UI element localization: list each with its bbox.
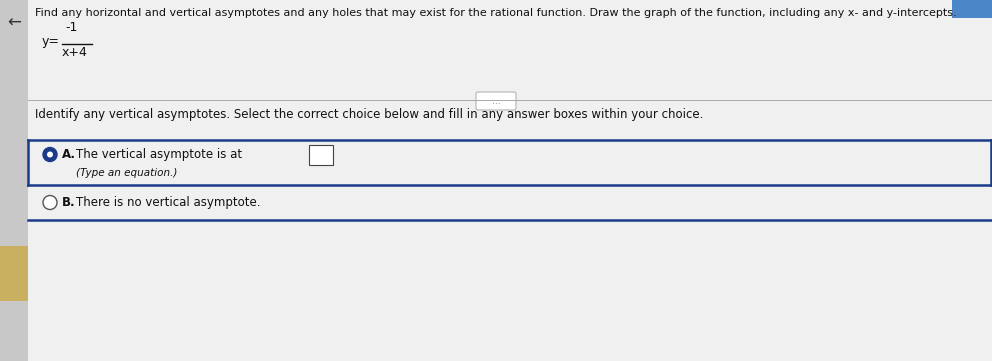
Text: B.: B. (62, 196, 75, 209)
Text: -1: -1 (65, 21, 77, 34)
Text: ←: ← (7, 14, 21, 32)
Circle shape (43, 196, 57, 209)
Text: The vertical asymptote is at: The vertical asymptote is at (76, 148, 242, 161)
Text: x+4: x+4 (62, 46, 88, 59)
FancyBboxPatch shape (952, 0, 992, 18)
FancyBboxPatch shape (476, 92, 516, 110)
Circle shape (47, 152, 53, 157)
FancyBboxPatch shape (0, 246, 28, 301)
Circle shape (43, 148, 57, 161)
Text: There is no vertical asymptote.: There is no vertical asymptote. (76, 196, 261, 209)
Text: Identify any vertical asymptotes. Select the correct choice below and fill in an: Identify any vertical asymptotes. Select… (35, 108, 703, 121)
FancyBboxPatch shape (0, 0, 28, 361)
Text: (Type an equation.): (Type an equation.) (76, 168, 178, 178)
Text: ...: ... (492, 96, 500, 105)
Text: y=: y= (42, 35, 60, 48)
Text: A.: A. (62, 148, 76, 161)
FancyBboxPatch shape (309, 144, 333, 165)
Text: Find any horizontal and vertical asymptotes and any holes that may exist for the: Find any horizontal and vertical asympto… (35, 8, 956, 18)
